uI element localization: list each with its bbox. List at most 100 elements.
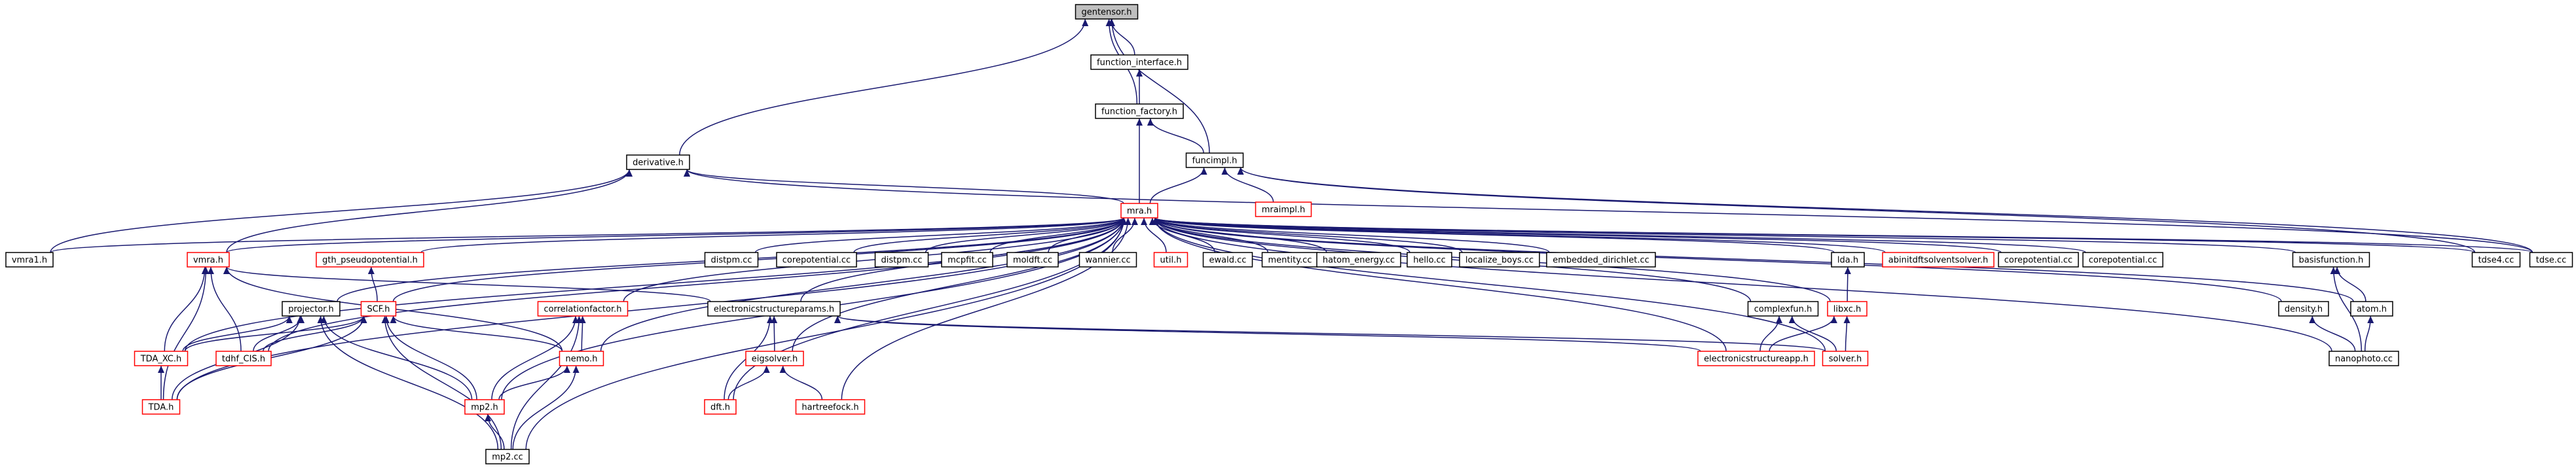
node-function-factory[interactable]: function_factory.h <box>1095 103 1184 119</box>
node-ecapp[interactable]: electronicstructureapp.h <box>1697 351 1815 366</box>
node-hatom[interactable]: hatom_energy.cc <box>1316 252 1401 268</box>
node-correlationfactor[interactable]: correlationfactor.h <box>537 301 629 317</box>
node-corepotential-a[interactable]: corepotential.cc <box>776 252 857 268</box>
node-complexfun[interactable]: complexfun.h <box>1747 301 1819 317</box>
node-label: libxc.h <box>1833 305 1861 315</box>
edge-tdhf-cis-to-vmra <box>207 266 242 352</box>
node-wannier[interactable]: wannier.cc <box>1078 252 1137 268</box>
node-tda[interactable]: TDA.h <box>141 399 181 415</box>
edge-libxc-to-lda <box>1844 266 1851 302</box>
edge-abinitdft-to-mra <box>1152 217 1886 253</box>
node-label: mentity.cc <box>1268 256 1312 266</box>
node-solver[interactable]: solver.h <box>1822 351 1869 366</box>
node-label: abinitdftsolventsolver.h <box>1888 256 1988 266</box>
node-box <box>1697 351 1815 366</box>
node-label: electronicstructureparams.h <box>714 305 834 315</box>
node-box <box>1075 4 1139 20</box>
nodes-layer: gentensor.h function_interface.h function_… <box>5 4 2573 464</box>
node-box <box>626 154 690 170</box>
node-distpm-a[interactable]: distpm.cc <box>704 252 759 268</box>
node-mra[interactable]: mra.h <box>1120 203 1158 218</box>
node-gth[interactable]: gth_pseudopotential.h <box>316 252 424 268</box>
node-label: mp2.cc <box>492 453 523 462</box>
node-box <box>2278 301 2329 317</box>
node-label: distpm.cc <box>710 256 752 266</box>
node-tdse[interactable]: tdse.cc <box>2529 252 2573 268</box>
node-mp2h[interactable]: mp2.h <box>464 399 505 415</box>
node-box <box>360 301 397 317</box>
node-corepotential-b[interactable]: corepotential.cc <box>1998 252 2079 268</box>
node-hartreefock[interactable]: hartreefock.h <box>795 399 866 415</box>
node-box <box>874 252 929 268</box>
node-box <box>215 351 272 366</box>
node-mraimpl[interactable]: mraimpl.h <box>1255 201 1312 217</box>
node-box <box>2082 252 2163 268</box>
node-atom[interactable]: atom.h <box>2350 301 2393 317</box>
edge-dft-to-eigsolver <box>727 365 770 400</box>
edge-solver-to-mra <box>1152 217 1826 352</box>
edge-scf-to-gth <box>367 266 378 302</box>
node-box <box>1078 252 1137 268</box>
node-tda-xc[interactable]: TDA_XC.h <box>134 351 189 366</box>
node-ecparams[interactable]: electronicstructureparams.h <box>707 301 841 317</box>
node-ewald[interactable]: ewald.cc <box>1202 252 1253 268</box>
node-label: util.h <box>1160 256 1182 266</box>
node-box <box>485 449 530 464</box>
node-box <box>1120 203 1158 218</box>
node-density[interactable]: density.h <box>2278 301 2329 317</box>
node-tdse4[interactable]: tdse4.cc <box>2471 252 2521 268</box>
node-abinitdft[interactable]: abinitdftsolventsolver.h <box>1882 252 1995 268</box>
edge-mp2cc-to-nemo <box>512 365 580 450</box>
node-eigsolver[interactable]: eigsolver.h <box>745 351 804 366</box>
node-vmra[interactable]: vmra.h <box>187 252 230 268</box>
edge-distpm-a-to-mra <box>754 217 1127 253</box>
node-vmra1[interactable]: vmra1.h <box>5 252 54 268</box>
node-label: tdse.cc <box>2536 256 2567 266</box>
node-label: distpm.cc <box>881 256 922 266</box>
edge-corepotential-c-to-mra <box>1152 217 2086 253</box>
edge-atom-to-basisfunction <box>2334 266 2366 302</box>
node-box <box>1998 252 2079 268</box>
node-projector[interactable]: projector.h <box>282 301 340 317</box>
node-hello[interactable]: hello.cc <box>1407 252 1452 268</box>
node-embedded[interactable]: embedded_dirichlet.cc <box>1546 252 1656 268</box>
node-label: corepotential.cc <box>2004 256 2072 266</box>
edge-tdse4-to-funcimpl <box>1237 167 2476 253</box>
node-libxc[interactable]: libxc.h <box>1827 301 1868 317</box>
node-box <box>2328 351 2399 366</box>
node-nanophoto[interactable]: nanophoto.cc <box>2328 351 2399 366</box>
edge-mra-to-derivative <box>684 169 1124 204</box>
node-label: atom.h <box>2357 305 2387 315</box>
node-label: hartreefock.h <box>801 403 858 413</box>
edge-tdse-to-funcimpl <box>1237 167 2533 253</box>
node-function-interface[interactable]: function_interface.h <box>1090 54 1188 70</box>
edge-nanophoto-to-density <box>2309 315 2356 352</box>
node-mentity[interactable]: mentity.cc <box>1261 252 1319 268</box>
node-box <box>795 399 866 415</box>
node-lda[interactable]: lda.h <box>1831 252 1865 268</box>
edge-ecapp-to-ecparams <box>834 315 1701 352</box>
node-corepotential-c[interactable]: corepotential.cc <box>2082 252 2163 268</box>
node-box <box>1459 252 1540 268</box>
edges-layer <box>50 18 2533 450</box>
node-tdhf-cis[interactable]: tdhf_CIS.h <box>215 351 272 366</box>
node-label: corepotential.cc <box>782 256 851 266</box>
node-localize[interactable]: localize_boys.cc <box>1459 252 1540 268</box>
node-mcpfit[interactable]: mcpfit.cc <box>941 252 993 268</box>
node-basisfunction[interactable]: basisfunction.h <box>2292 252 2370 268</box>
node-label: vmra.h <box>193 256 223 266</box>
node-label: vmra1.h <box>12 256 47 266</box>
node-derivative[interactable]: derivative.h <box>626 154 690 170</box>
node-scf[interactable]: SCF.h <box>360 301 397 317</box>
node-gentensor[interactable]: gentensor.h <box>1075 4 1139 20</box>
node-dft[interactable]: dft.h <box>704 399 737 415</box>
node-funcimpl[interactable]: funcimpl.h <box>1185 152 1244 168</box>
node-distpm-b[interactable]: distpm.cc <box>874 252 929 268</box>
node-box <box>5 252 54 268</box>
node-util[interactable]: util.h <box>1153 252 1188 268</box>
edge-ecapp-to-libxc <box>1769 315 1837 352</box>
node-moldft[interactable]: moldft.cc <box>1006 252 1059 268</box>
node-label: hatom_energy.cc <box>1323 256 1395 266</box>
node-nemo[interactable]: nemo.h <box>559 351 604 366</box>
node-mp2cc[interactable]: mp2.cc <box>485 449 530 464</box>
